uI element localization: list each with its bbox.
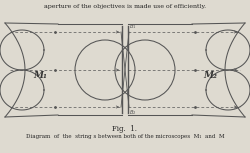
Text: aperture of the objectives is made use of efficiently.: aperture of the objectives is made use o…	[44, 4, 206, 9]
Text: M₂: M₂	[203, 71, 217, 80]
Text: $B_2$: $B_2$	[129, 108, 136, 117]
Text: Fig.  1.: Fig. 1.	[112, 125, 138, 133]
Text: Diagram  of  the  string s between both of the microscopes  M₁  and  M: Diagram of the string s between both of …	[26, 134, 224, 139]
Text: M₁: M₁	[33, 71, 47, 80]
Text: $B_1$: $B_1$	[129, 22, 137, 31]
